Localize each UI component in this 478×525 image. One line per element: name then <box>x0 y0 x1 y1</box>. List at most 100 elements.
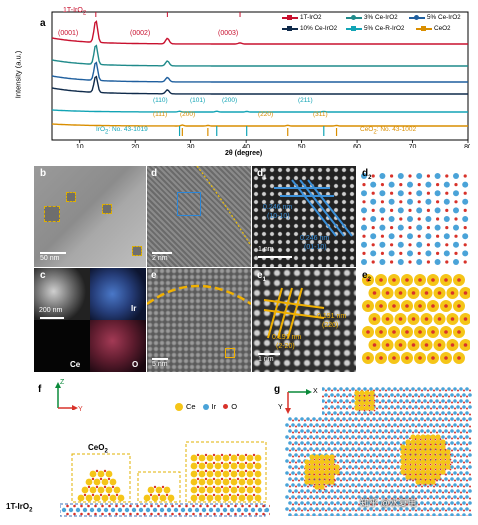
xrd-peak-0002: (0002) <box>130 30 151 37</box>
g-ir-atom <box>387 411 391 415</box>
g-o-atom <box>292 479 294 482</box>
e2-o-atom <box>457 278 461 282</box>
cluster-ce-atom <box>230 478 238 486</box>
g-ir-atom <box>435 507 439 511</box>
substrate-o-atom <box>66 512 69 516</box>
g-ir-atom <box>411 399 415 403</box>
g-o-atom <box>439 485 441 488</box>
axis-f-z-label: Z <box>60 379 65 386</box>
g-cluster-2-ce-atom <box>435 449 441 455</box>
g-ir-atom <box>378 417 382 421</box>
g-ir-atom <box>390 441 394 445</box>
g-o-atom <box>304 419 306 422</box>
g-o-atom <box>427 425 429 428</box>
g-o-atom <box>385 425 387 428</box>
g-ir-atom <box>291 447 295 451</box>
g-o-atom <box>355 437 357 440</box>
g-cluster-2-o-atom <box>444 448 447 451</box>
g-ir-atom <box>429 399 433 403</box>
xrd-frame <box>51 11 469 141</box>
g-ir-atom <box>399 387 403 391</box>
g-cluster-1-o-atom <box>313 463 316 466</box>
g-o-atom <box>406 491 408 494</box>
g-o-atom <box>340 395 342 398</box>
cluster-o-atom <box>212 493 216 497</box>
g-o-atom <box>364 515 366 516</box>
g-o-atom <box>346 491 348 494</box>
g-ir-atom <box>342 405 346 409</box>
substrate-o-atom <box>164 504 167 508</box>
d1-line-3 <box>291 179 337 237</box>
g-ir-atom <box>411 423 415 427</box>
g-cluster-2-ce-atom <box>445 459 451 465</box>
g-o-atom <box>358 479 360 482</box>
g-o-atom <box>415 401 417 404</box>
g-cluster-2-ce-atom <box>410 459 416 465</box>
d2-ir-atom <box>397 224 404 231</box>
g-o-atom <box>349 497 351 500</box>
g-cluster-1-ce-atom <box>324 469 330 475</box>
g-cluster-2-ce-atom <box>430 459 436 465</box>
xrd-series-1 <box>51 44 468 67</box>
cluster-o-atom <box>252 493 256 497</box>
g-o-atom <box>397 449 399 452</box>
d2-o-atom <box>362 183 366 187</box>
g-o-atom <box>355 461 357 464</box>
substrate-ir-atom <box>110 507 116 513</box>
g-ir-atom <box>447 423 451 427</box>
g-o-atom <box>466 455 468 458</box>
g-cluster-2-ce-atom <box>415 469 421 475</box>
g-ir-atom <box>357 411 361 415</box>
g-ir-atom <box>285 495 289 499</box>
substrate-ir-atom <box>89 507 95 513</box>
g-cluster-0-o-atom <box>358 404 361 407</box>
cluster-o-atom <box>244 485 248 489</box>
cluster-o-atom <box>228 477 232 481</box>
g-o-atom <box>382 479 384 482</box>
g-ir-atom <box>456 477 460 481</box>
g-ir-atom <box>330 405 334 409</box>
g-ir-atom <box>462 465 466 469</box>
g-ir-atom <box>375 387 379 391</box>
g-o-atom <box>451 497 453 500</box>
g-o-atom <box>379 425 381 428</box>
cluster-o-atom <box>95 469 99 473</box>
g-cluster-2-ce-atom <box>405 464 411 470</box>
g-ir-atom <box>312 489 316 493</box>
g-cluster-2-ce-atom <box>425 434 431 440</box>
cluster-o-atom <box>236 461 240 465</box>
panel-d1-label-text: d <box>257 168 264 179</box>
g-ir-atom <box>429 495 433 499</box>
d2-o-atom <box>390 260 394 264</box>
g-ir-atom <box>336 477 340 481</box>
d2-ir-atom <box>425 250 432 257</box>
g-o-atom <box>343 401 345 404</box>
cluster-ce-atom <box>147 486 155 494</box>
g-cluster-2-o-atom <box>434 463 437 466</box>
g-ir-atom <box>465 411 469 415</box>
g-o-atom <box>337 509 339 512</box>
d2-ir-atom <box>453 190 459 197</box>
g-o-atom <box>391 413 393 416</box>
g-o-atom <box>295 461 297 464</box>
g-ir-atom <box>420 489 424 493</box>
g-o-atom <box>307 449 309 452</box>
d2-ir-atom <box>397 173 404 179</box>
g-o-atom <box>316 443 318 446</box>
g-o-atom <box>397 485 399 488</box>
g-ir-atom <box>432 489 436 493</box>
g-cluster-2-o-atom <box>429 478 432 481</box>
legend-1t-sub: 2 <box>318 14 322 21</box>
e1-line-5 <box>263 309 325 319</box>
g-ir-atom <box>306 417 310 421</box>
g-cluster-1-o-atom <box>323 483 326 486</box>
cluster-o-atom <box>244 493 248 497</box>
g-cluster-2-ce-atom <box>405 474 411 480</box>
g-ir-atom <box>321 411 325 415</box>
cluster-o-atom <box>204 461 208 465</box>
g-ir-atom <box>336 441 340 445</box>
e2-o-atom <box>398 291 403 295</box>
d2-o-atom <box>399 183 403 187</box>
g-ir-atom <box>369 447 373 451</box>
g-ir-atom <box>414 513 418 516</box>
